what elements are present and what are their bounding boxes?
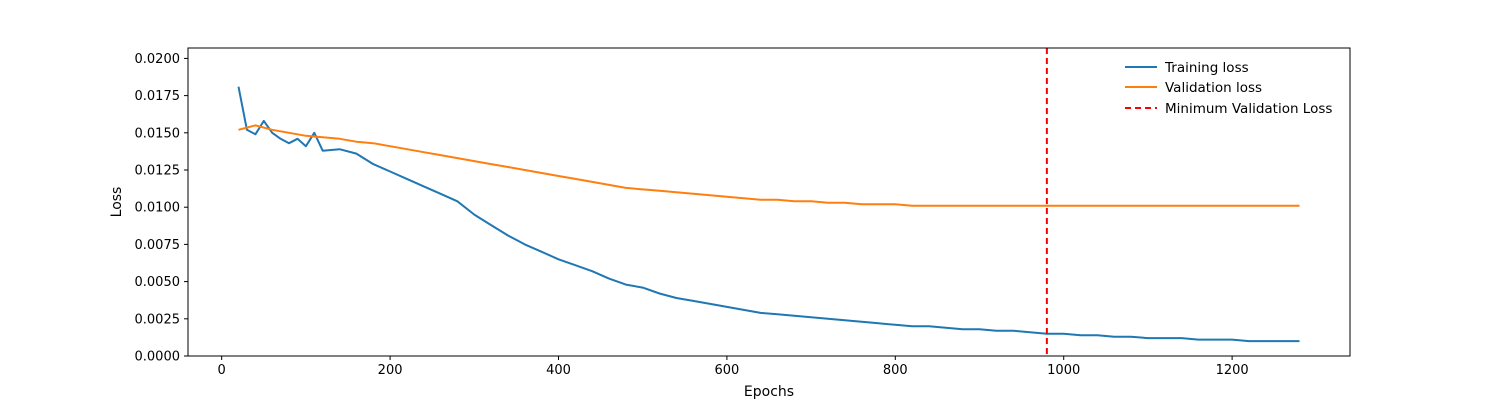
x-tick-label: 200 (378, 363, 403, 378)
plot-frame (187, 47, 1351, 357)
legend-label-min-val: Minimum Validation Loss (1165, 101, 1332, 117)
y-tick-label: 0.0200 (135, 52, 181, 67)
legend: Training loss Validation loss Minimum Va… (1125, 60, 1332, 117)
y-tick-label: 0.0050 (135, 275, 181, 290)
series-line-training (237, 86, 1300, 343)
y-tick-label: 0.0000 (135, 350, 181, 365)
y-axis-label: Loss (109, 187, 125, 218)
series-line-validation (238, 124, 1300, 207)
x-axis-label: Epochs (744, 384, 794, 400)
x-tick-label: 0 (218, 363, 226, 378)
axis-ticks: 0 200 400 600 800 1000 1200 0.0000 0.0025 0.0050 0… (135, 52, 1249, 378)
y-tick-label: 0.0175 (135, 89, 181, 104)
plot-content (237, 48, 1300, 356)
y-tick-label: 0.0025 (135, 312, 181, 327)
x-tick-label: 400 (546, 363, 571, 378)
x-tick-label: 600 (714, 363, 739, 378)
x-tick-label: 1000 (1047, 363, 1080, 378)
y-tick-label: 0.0100 (135, 201, 181, 216)
x-tick-label: 800 (883, 363, 908, 378)
y-tick-label: 0.0075 (135, 238, 181, 253)
legend-label-validation: Validation loss (1165, 80, 1262, 96)
legend-label-training: Training loss (1164, 60, 1249, 76)
y-tick-label: 0.0150 (135, 126, 181, 141)
x-tick-label: 1200 (1216, 363, 1249, 378)
y-tick-label: 0.0125 (135, 164, 181, 179)
